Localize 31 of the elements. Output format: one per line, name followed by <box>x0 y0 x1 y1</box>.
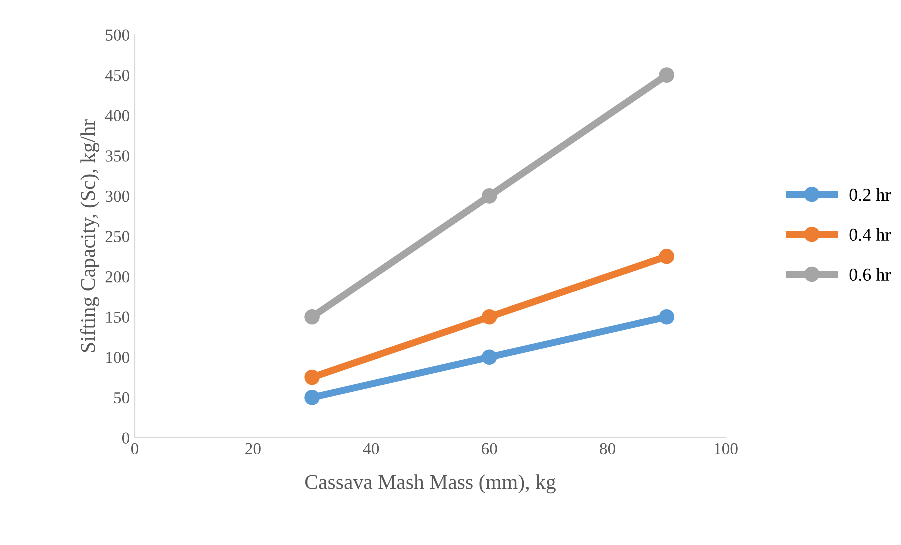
x-tick-label: 40 <box>363 443 380 455</box>
legend-label: 0.4 hr <box>850 228 892 242</box>
y-axis-title: Sifting Capacity, (Sc), kg/hr <box>80 120 100 352</box>
point <box>304 309 320 325</box>
y-tick-label: 350 <box>106 150 130 162</box>
point <box>482 350 498 366</box>
x-tick-label: 100 <box>714 443 738 455</box>
y-tick-label: 50 <box>114 392 130 404</box>
y-tick-label: 100 <box>106 352 130 364</box>
x-axis-title: Cassava Mash Mass (mm), kg <box>305 474 556 494</box>
x-tick-label: 0 <box>131 443 139 455</box>
point <box>304 390 320 406</box>
point <box>659 309 675 325</box>
legend-label: 0.6 hr <box>850 268 892 282</box>
point <box>482 309 498 325</box>
point <box>304 370 320 386</box>
point <box>482 188 498 204</box>
y-tick-label: 150 <box>106 312 130 324</box>
legend-label: 0.2 hr <box>850 188 892 202</box>
y-tick-label: 400 <box>105 110 130 122</box>
x-tick-label: 80 <box>600 443 616 455</box>
y-tick-label: 450 <box>105 70 130 82</box>
y-tick-label: 300 <box>106 190 130 202</box>
y-tick-label: 0 <box>122 432 130 444</box>
x-tick-label: 20 <box>246 443 261 455</box>
point <box>659 249 675 264</box>
y-tick-label: 500 <box>106 30 130 41</box>
y-tick-label: 250 <box>106 231 130 242</box>
y-tick-label: 200 <box>106 272 130 283</box>
point <box>659 68 675 83</box>
x-tick-label: 60 <box>482 443 498 455</box>
